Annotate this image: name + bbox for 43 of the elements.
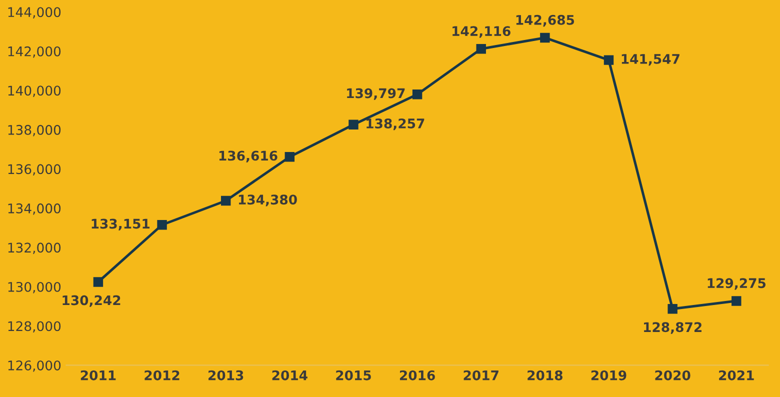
- y-tick-label: 128,000: [8, 321, 61, 333]
- y-tick-label: 138,000: [8, 124, 61, 136]
- y-tick-label: 130,000: [8, 282, 61, 294]
- data-label: 133,151: [92, 218, 150, 230]
- data-label: 129,275: [708, 278, 766, 290]
- point: [604, 55, 614, 65]
- data-label: 139,797: [347, 88, 405, 100]
- x-tick-label: 2013: [208, 370, 244, 380]
- point: [157, 220, 167, 230]
- y-tick-label: 136,000: [8, 164, 61, 176]
- x-tick-label: 2018: [528, 370, 562, 380]
- y-tick-label: 126,000: [8, 360, 61, 372]
- y-tick-label: 134,000: [8, 203, 61, 215]
- data-label: 136,616: [219, 150, 278, 162]
- x-tick-label: 2016: [400, 370, 435, 380]
- data-label: 138,257: [366, 118, 424, 130]
- point: [732, 296, 742, 306]
- data-label: 134,380: [238, 194, 297, 206]
- data-label: 141,547: [622, 54, 680, 66]
- data-label: 128,872: [644, 322, 702, 334]
- point: [93, 277, 104, 287]
- y-tick-label: 144,000: [8, 7, 61, 18]
- x-tick-label: 2019: [591, 370, 626, 380]
- point: [220, 196, 231, 206]
- point: [348, 120, 358, 130]
- data-label: 142,685: [516, 14, 574, 27]
- y-tick-label: 142,000: [8, 46, 61, 58]
- y-tick-label: 132,000: [8, 242, 61, 254]
- data-label: 142,116: [452, 26, 510, 38]
- y-tick-label: 140,000: [8, 86, 61, 97]
- x-tick-label: 2017: [464, 370, 498, 380]
- point: [668, 304, 678, 314]
- x-tick-label: 2014: [272, 370, 308, 380]
- point: [284, 152, 295, 162]
- x-tick-label: 2015: [336, 370, 371, 380]
- point: [476, 44, 486, 54]
- point: [412, 90, 422, 100]
- x-tick-label: 2012: [144, 370, 180, 380]
- point: [540, 32, 550, 43]
- x-tick-label: 2021: [719, 370, 754, 380]
- data-label: 130,242: [62, 295, 120, 307]
- x-tick-label: 2020: [655, 370, 690, 380]
- x-tick-label: 2011: [80, 370, 116, 380]
